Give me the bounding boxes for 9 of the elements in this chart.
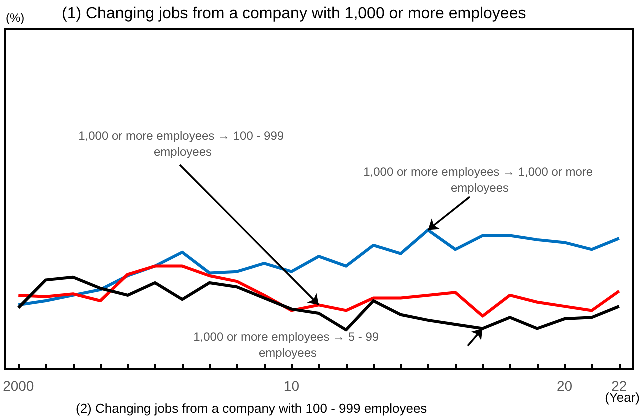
text: 1,000 or more employees → 100 - 999 employees <box>78 129 288 159</box>
text: (%) <box>6 11 25 25</box>
text: 1,000 or more employees → 1,000 or more employees <box>364 165 596 195</box>
x-tick-label: 20 <box>556 378 573 394</box>
series-label: 1,000 or more employees → 5 - 99 employees <box>194 330 382 360</box>
x-tick-label: 10 <box>284 378 300 394</box>
x-tick-label: 2000 <box>3 378 34 394</box>
text: (2) Changing jobs from a company with 100 - 999 employees <box>76 401 428 416</box>
chart-title: (1) Changing jobs from a company with 1,000 or more employees <box>62 6 526 22</box>
